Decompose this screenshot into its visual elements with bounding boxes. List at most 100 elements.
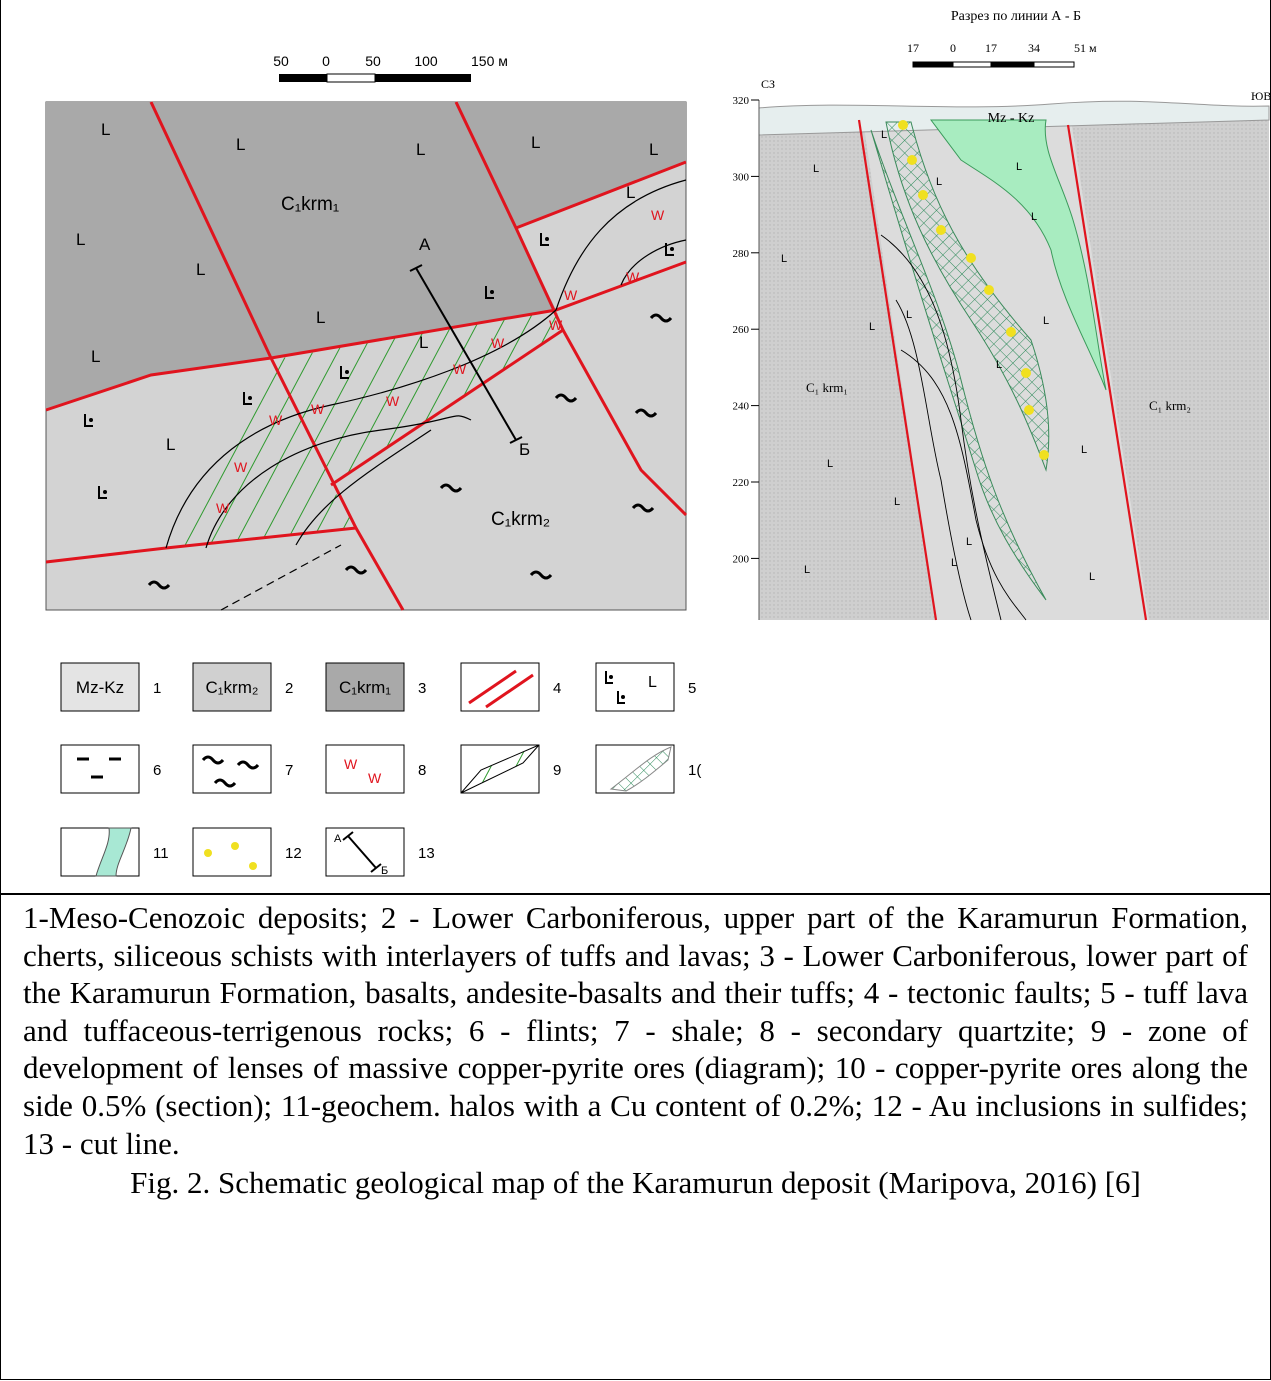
lava-symbol: L [881,129,887,141]
tuff-dot [345,370,349,374]
lava-symbol: L [531,133,540,152]
au-symbol [249,862,257,870]
end-label: СЗ [761,77,775,91]
line-label: Б [519,440,530,459]
end-label: ЮВ [1251,89,1270,103]
legend-number: 13 [418,845,435,862]
lava-symbol: L [1031,211,1037,223]
scale-label: 0 [950,41,956,55]
legend-box [596,663,674,711]
lava-symbol: L [196,260,205,279]
lava-symbol: L [101,120,110,139]
lava-symbol: L [76,230,85,249]
legend-box-label: C₁krm₂ [206,678,259,697]
cut-label: Б [381,865,388,877]
tuff-dot [670,247,674,251]
lava-symbol: L [1089,571,1095,583]
lava-symbol: L [804,564,810,576]
legend-number: 9 [553,762,561,779]
scale-label: 0 [322,53,330,69]
legend-number: 1 [153,680,161,697]
y-tick-label: 280 [733,248,750,260]
lava-symbol: L [419,333,428,352]
quartzite-symbol: W [216,500,230,516]
quartzite-symbol: W [311,401,325,417]
tuff-dot [490,290,494,294]
lava-symbol: L [894,496,900,508]
quartzite-symbol: W [651,207,665,223]
scale-label: 17 [907,41,919,55]
quartzite-symbol: W [368,770,382,786]
page: 50050100150 мLLLLLLLLLLLLWWWWWWWWWWWC₁kr… [0,0,1271,1380]
quartzite-symbol: W [549,317,563,333]
unit-label: C₁ krm₁ [806,380,848,395]
y-tick-label: 260 [733,324,750,336]
caption: 1-Meso-Cenozoic deposits; 2 - Lower Carb… [1,893,1270,1202]
legend-number: 4 [553,680,561,697]
lava-symbol: L [781,253,787,265]
legend-number: 3 [418,680,426,697]
quartzite-symbol: W [626,269,640,285]
scale-label: 34 [1028,41,1040,55]
lava-symbol: L [906,309,912,321]
tuff-dot [609,675,613,679]
lava-symbol: L [827,458,833,470]
line-label: А [419,235,431,254]
tuff-dot [248,396,252,400]
legend-number: 5 [688,680,696,697]
scale-label: 51 м [1074,41,1097,55]
lava-symbol: L [1081,444,1087,456]
tuff-dot [89,418,93,422]
y-tick-label: 320 [733,95,750,107]
cut-label: А [334,833,342,845]
legend-box [61,745,139,793]
legend-text: 1-Meso-Cenozoic deposits; 2 - Lower Carb… [1,895,1270,1162]
quartzite-symbol: W [564,287,578,303]
legend-box [326,745,404,793]
y-tick-label: 300 [733,171,750,183]
y-tick-label: 240 [733,401,750,413]
scale-label: 50 [273,53,289,69]
legend-number: 6 [153,762,161,779]
lava-symbol: L [1043,315,1049,327]
lava-symbol: L [1016,161,1022,173]
lava-symbol: L [236,135,245,154]
lava-symbol: L [996,359,1002,371]
unit-label: C₁krm₂ [491,509,550,530]
tuff-dot [621,695,625,699]
quartzite-symbol: W [269,412,283,428]
au-symbol [231,842,239,850]
lava-symbol: L [91,347,100,366]
au-symbol [204,849,212,857]
y-tick-label: 220 [733,477,750,489]
lava-symbol: L [166,435,175,454]
lava-symbol: L [648,674,657,691]
section-title: Разрез по линии А - Б [951,9,1081,24]
tuff-dot [103,490,107,494]
lava-symbol: L [936,176,942,188]
scale-label: 150 м [471,53,508,69]
quartzite-symbol: W [234,459,248,475]
legend-box [461,663,539,711]
map: 50050100150 мLLLLLLLLLLLLWWWWWWWWWWWC₁kr… [46,53,686,610]
section: Разрез по линии А - Б170173451 мСЗЮВMz -… [733,9,1271,620]
figure-caption: Fig. 2. Schematic geological map of the … [1,1162,1270,1202]
legend-number: 2 [285,680,293,697]
scale-label: 17 [985,41,997,55]
lava-symbol: L [316,308,325,327]
lava-symbol: L [649,140,658,159]
y-tick-label: 200 [733,553,750,565]
legend-number: 8 [418,762,426,779]
quartzite-symbol: W [386,393,400,409]
tuff-dot [545,237,549,241]
legend-number: 7 [285,762,293,779]
lava-symbol: L [416,140,425,159]
lava-symbol: L [951,557,957,569]
quartzite-symbol: W [491,335,505,351]
lava-symbol: L [626,183,635,202]
legend-box-label: C₁krm₁ [339,678,391,697]
legend-box-label: Mz-Kz [76,678,124,697]
quartzite-symbol: W [453,361,467,377]
